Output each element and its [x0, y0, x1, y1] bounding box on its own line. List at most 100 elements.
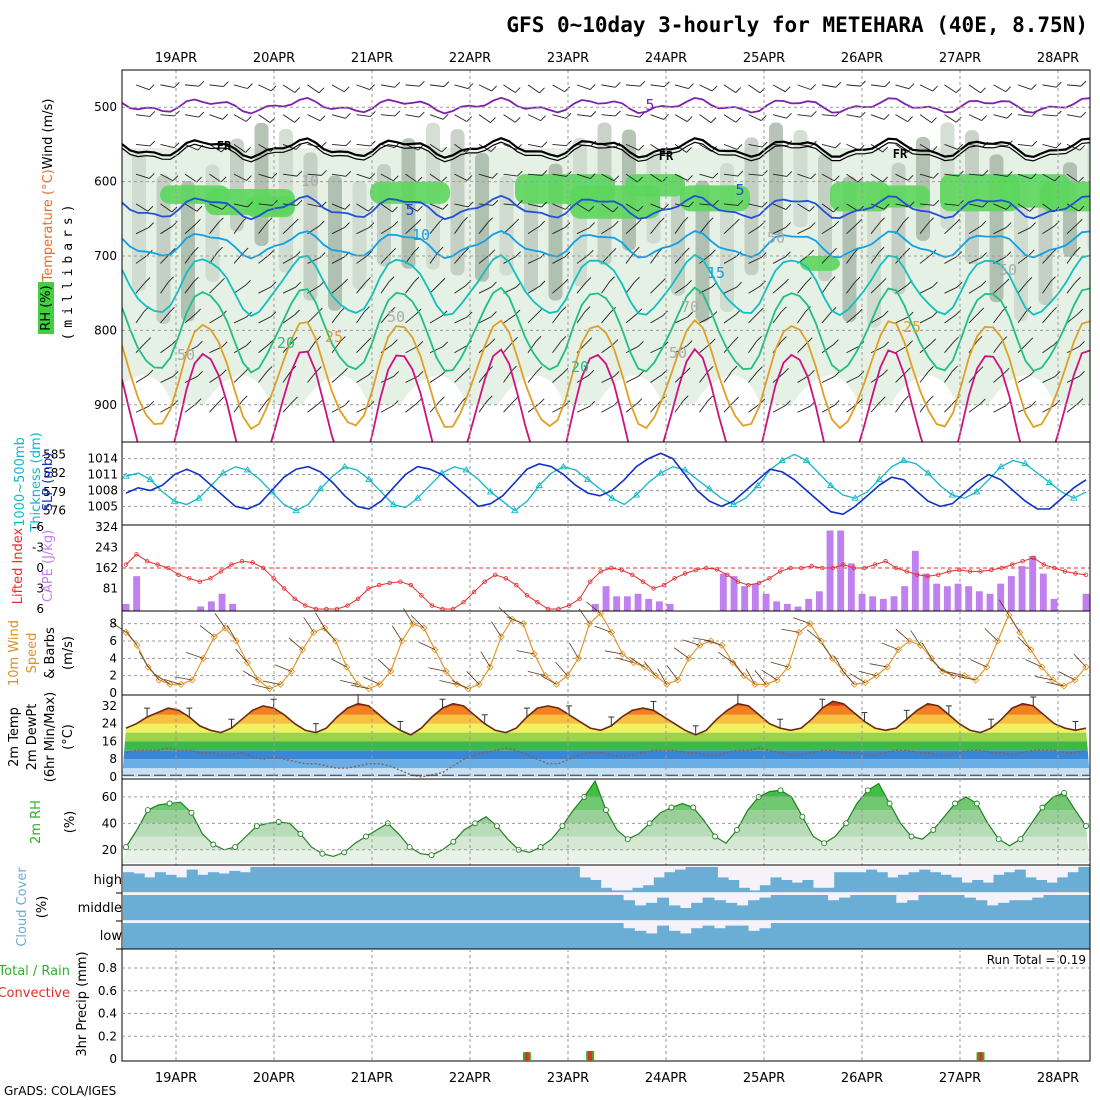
- wind-barb-flag: [415, 218, 422, 225]
- wind-speed-marker: [1060, 682, 1068, 690]
- wind-barb: [331, 256, 345, 264]
- li-marker: [851, 565, 857, 571]
- wind-barb-10m: [718, 651, 734, 663]
- cloud-bar-low: [975, 923, 988, 949]
- wind-barb-flag: [466, 311, 473, 318]
- wind-speed-marker: [354, 680, 362, 688]
- wind-barb: [1042, 173, 1055, 182]
- wind-barb-flag: [512, 396, 519, 403]
- rh-marker: [1039, 804, 1046, 811]
- wind-barb: [527, 225, 540, 235]
- precip-convective-bar: [978, 1052, 983, 1061]
- li-marker: [239, 559, 245, 564]
- wind-barb-flag: [660, 278, 666, 284]
- cape-bar: [869, 596, 877, 611]
- wind-barb: [527, 84, 540, 94]
- li-marker: [176, 572, 181, 577]
- cloud-bar-low: [566, 923, 579, 949]
- cape-bar: [815, 591, 823, 611]
- cape-bar: [741, 586, 749, 611]
- cloud-bar-high: [749, 890, 761, 893]
- date-label-top: 25APR: [743, 51, 785, 66]
- precip-convective-label: Convective: [0, 986, 70, 1001]
- wind-speed-marker: [420, 624, 428, 632]
- wind-barb: [331, 405, 345, 413]
- cloud-bar-middle: [634, 905, 647, 921]
- wind-barb: [944, 84, 957, 93]
- date-label-bottom: 28APR: [1037, 1071, 1079, 1086]
- cloud-bar-high: [430, 867, 442, 893]
- cloud-bar-middle: [338, 895, 351, 921]
- wind-barb-10m: [491, 621, 502, 637]
- wind-barb-flag: [932, 281, 938, 288]
- wind-barb-flag: [541, 170, 548, 176]
- wind-barb-flag: [193, 276, 199, 283]
- cloud-bar-middle: [373, 895, 385, 921]
- wind-barb: [429, 346, 443, 354]
- thickness-marker: [899, 456, 908, 463]
- rh-shade-cell: [818, 153, 832, 282]
- rh-marker: [995, 836, 1002, 843]
- wind-barb-flag: [490, 117, 496, 123]
- wind-barb: [944, 256, 957, 264]
- wind-barb-flag: [731, 365, 738, 372]
- contour-label: FR: [217, 139, 232, 153]
- cloud-bar-high: [452, 867, 464, 893]
- wind-barb: [748, 143, 763, 148]
- cape-bar: [207, 601, 215, 611]
- y-tick-label: 32: [102, 699, 117, 713]
- rh-shade-cell: [377, 164, 391, 267]
- wind-barb: [356, 282, 366, 294]
- wind-barb-flag: [266, 217, 273, 223]
- wind-barb: [209, 315, 222, 324]
- wind-speed-marker: [221, 624, 229, 632]
- cloud-bar-middle: [986, 905, 999, 921]
- cape-bar: [794, 606, 802, 611]
- wind-barb-10m: [616, 657, 634, 664]
- wind-barb-flag: [980, 220, 987, 227]
- y-tick-label: 81: [103, 582, 118, 596]
- wind-barb: [870, 84, 885, 88]
- wind-speed-marker: [530, 650, 538, 658]
- wind-barb-flag: [687, 175, 693, 181]
- cloud-bar-middle: [418, 895, 431, 921]
- wind-barb-flag: [1079, 144, 1086, 151]
- li-marker: [144, 559, 150, 564]
- cloud-bar-low: [441, 923, 454, 949]
- wind-speed-marker: [144, 663, 152, 671]
- cloud-bar-middle: [213, 895, 226, 921]
- cloud-bar-middle: [123, 895, 135, 921]
- wind-barb: [331, 227, 345, 235]
- thickness-marker: [511, 506, 519, 514]
- cloud-bar-high: [409, 867, 421, 893]
- cloud-bar-low: [475, 923, 488, 949]
- wind-barb: [748, 225, 761, 235]
- wind-barb: [1017, 311, 1027, 324]
- cloud-bar-high: [441, 867, 453, 893]
- cloud-bar-low: [725, 925, 738, 949]
- li-marker: [704, 565, 709, 571]
- wind-barb-flag: [1027, 337, 1034, 344]
- li-marker: [630, 572, 635, 577]
- cloud-bar-low: [338, 923, 351, 949]
- cloud-bar-middle: [1043, 895, 1056, 921]
- wind-speed-marker: [365, 685, 373, 693]
- rh-shade-cell: [867, 180, 881, 328]
- wind-barb: [601, 225, 614, 235]
- cloud-bar-high: [600, 887, 612, 893]
- wind-barb-flag: [639, 80, 646, 87]
- wind-barb-10m: [315, 612, 325, 629]
- isotherm-line: [122, 253, 1090, 318]
- wind-barb: [1017, 143, 1032, 147]
- wind-barb: [944, 203, 959, 206]
- cloud-bar-middle: [907, 900, 920, 921]
- cloud-bar-high: [951, 877, 963, 893]
- thickness-marker: [583, 475, 592, 482]
- wind-barb: [233, 316, 247, 324]
- y-tick-label: 8: [109, 752, 117, 766]
- rh-marker: [188, 809, 195, 816]
- li-marker: [218, 569, 224, 574]
- li-marker: [471, 589, 477, 595]
- wind-barb-flag: [732, 336, 739, 343]
